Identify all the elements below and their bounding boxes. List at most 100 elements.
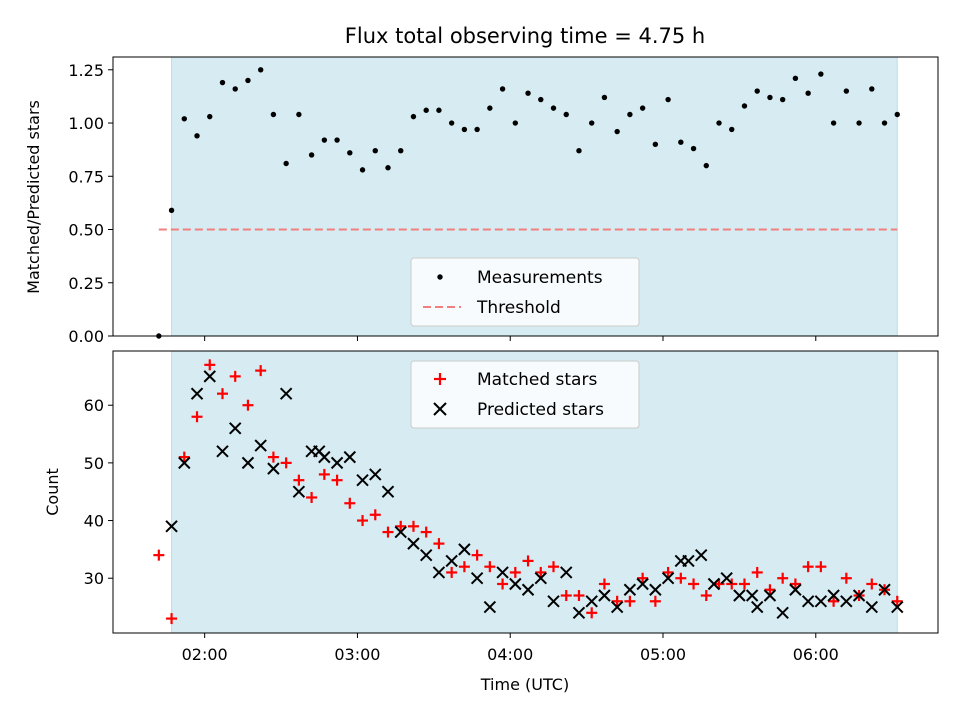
measurement-point [423, 107, 429, 113]
predicted-star-point [801, 595, 815, 608]
measurement-point [805, 90, 811, 96]
predicted-star-point [190, 387, 204, 400]
predicted-star-point [241, 456, 255, 470]
matched-star-point [598, 578, 610, 590]
measurement-point [372, 148, 378, 154]
predicted-star-point [458, 543, 471, 556]
x-tick-label: 06:00 [793, 645, 839, 664]
predicted-star-point [814, 595, 828, 608]
matched-star-point [293, 474, 305, 486]
bottom-y-ticks: 30 40 50 60 [84, 396, 113, 588]
measurement-point [270, 111, 277, 118]
bottom-legend-box [410, 360, 640, 429]
measurement-point [881, 120, 888, 126]
measurement-point [385, 165, 391, 171]
measurement-point [792, 75, 799, 81]
matched-star-point [586, 607, 598, 619]
bottom-panel: 30 40 50 60 02:00 03:00 04:00 05:00 06:00 Count… [43, 350, 939, 694]
predicted-star-point [203, 370, 216, 383]
measurement-point [207, 113, 213, 120]
measurement-point [461, 126, 468, 133]
predicted-star-point [267, 462, 280, 475]
predicted-star-point [763, 589, 777, 602]
measurement-point [436, 107, 442, 113]
predicted-star-point [585, 595, 598, 608]
predicted-star-point [496, 566, 509, 579]
measurement-point [665, 96, 671, 103]
measurement-point [652, 141, 659, 148]
measurement-point [499, 86, 506, 92]
predicted-star-point [720, 572, 733, 585]
top-y-tick-label: 0.75 [68, 167, 104, 186]
bottom-y-tick-label: 30 [84, 569, 104, 588]
matched-star-point [280, 457, 292, 469]
measurement-point [410, 113, 417, 120]
matched-star-point [344, 497, 356, 509]
measurement-point [181, 116, 187, 122]
matched-star-point [255, 365, 267, 377]
measurement-point [690, 145, 697, 152]
measurement-point [245, 77, 251, 84]
measurement-point [563, 111, 569, 118]
predicted-star-point [547, 595, 560, 608]
top-y-tick-label: 1.00 [68, 114, 104, 133]
matched-star-point [535, 566, 547, 578]
predicted-star-point [598, 589, 611, 602]
measurement-point [856, 120, 862, 126]
chart-title: Flux total observing time = 4.75 h [345, 24, 705, 48]
matched-star-point [369, 509, 381, 521]
measurements-legend-marker [437, 274, 443, 280]
measurement-point [894, 111, 900, 118]
measurement-point [359, 167, 366, 173]
matched-star-point [548, 561, 560, 573]
matched-star-point [229, 370, 241, 382]
predicted-star-point [694, 548, 708, 562]
matched-star-point [484, 561, 496, 573]
measurement-point [232, 86, 238, 92]
matched-star-point [789, 578, 801, 590]
predicted-star-point [318, 450, 331, 464]
measurement-point [741, 103, 748, 109]
predicted-star-point [254, 439, 267, 452]
predicted-star-point [216, 445, 229, 458]
measurement-point [729, 126, 735, 133]
x-tick-label: 02:00 [182, 645, 228, 664]
matched-star-point [509, 566, 521, 578]
predicted-star-point [381, 485, 395, 498]
top-panel: 0.00 0.25 0.50 0.75 1.00 1.25 Matched/Predict… [24, 56, 939, 346]
matched-star-point [815, 561, 827, 573]
matched-star-point [560, 590, 572, 602]
x-tick-label: 05:00 [640, 645, 686, 664]
predicted-star-point [751, 600, 764, 614]
predicted-star-point [636, 577, 649, 591]
predicted-star-point [661, 572, 675, 585]
predicted-star-point [534, 572, 547, 585]
predicted-star-point [292, 485, 306, 498]
measurement-point [576, 148, 582, 154]
matched-star-point [764, 584, 776, 596]
bottom-plot-frame [112, 350, 939, 634]
measurement-point [283, 160, 289, 167]
measurement-point [767, 94, 773, 101]
top-y-axis-label: Matched/Predicted stars [24, 100, 43, 294]
measurements-legend-label: Measurements [477, 268, 603, 288]
predicted-star-point [878, 583, 891, 596]
predicted-star-point [521, 583, 535, 596]
measurement-point [869, 86, 875, 92]
predicted-star-point [483, 600, 497, 614]
bottom-marks [153, 359, 904, 625]
matched-star-point [191, 411, 203, 423]
predicted-star-point [419, 548, 433, 562]
matched-star-point [331, 474, 343, 486]
matched-star-point [471, 549, 483, 561]
measurement-point [818, 71, 824, 77]
measurement-point [639, 105, 646, 111]
matched-star-point [395, 520, 407, 532]
measurement-point [754, 88, 760, 94]
matched-star-point [420, 526, 432, 538]
matched-star-point [216, 388, 228, 400]
x-tick-label: 04:00 [487, 645, 533, 664]
predicted-star-point [707, 577, 721, 591]
matched-star-point [497, 578, 509, 590]
threshold-legend-label: Threshold [476, 298, 561, 318]
